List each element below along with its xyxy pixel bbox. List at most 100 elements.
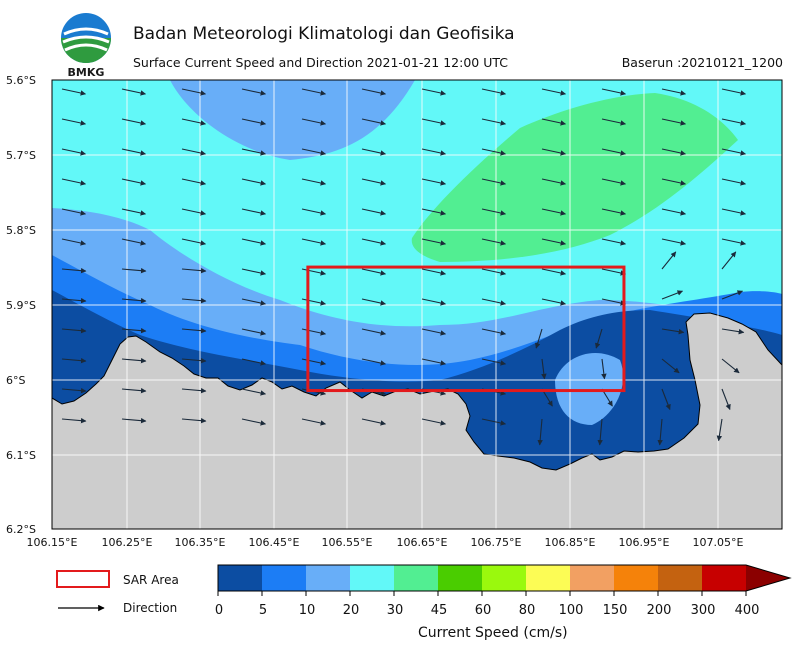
current-vector-arrow — [181, 267, 207, 274]
x-tick: 106.95°E — [618, 536, 670, 549]
current-vector-arrow — [481, 208, 507, 216]
current-vector-arrow — [61, 417, 87, 424]
current-vector-arrow — [661, 328, 685, 335]
current-vector-arrow — [601, 88, 627, 96]
current-vector-arrow — [301, 178, 327, 186]
x-tick: 106.25°E — [101, 536, 153, 549]
current-vector-arrow — [121, 327, 147, 334]
x-tick: 106.55°E — [321, 536, 373, 549]
current-vector-arrow — [541, 268, 567, 276]
current-vector-arrow — [301, 118, 327, 126]
current-vector-arrow — [181, 357, 207, 364]
speed-band-30-45 — [411, 93, 738, 262]
current-vector-arrow — [301, 238, 327, 246]
map-grid — [52, 80, 782, 529]
current-arrows — [61, 88, 747, 446]
colorbar-label: 200 — [646, 603, 672, 618]
current-vector-arrow — [601, 358, 607, 380]
current-vector-arrow — [361, 358, 387, 366]
direction-legend-label: Direction — [123, 601, 178, 615]
current-vector-arrow — [361, 178, 387, 186]
colorbar-label: 400 — [734, 603, 760, 618]
current-vector-arrow — [121, 208, 147, 216]
colorbar-label: 300 — [690, 603, 716, 618]
current-vector-arrow — [121, 148, 147, 156]
y-tick: 5.7°S — [6, 149, 36, 162]
current-vector-arrow — [241, 118, 267, 126]
current-vector-arrow — [61, 267, 87, 274]
current-vector-arrow — [241, 88, 267, 96]
current-vector-arrow — [61, 148, 87, 156]
current-vector-arrow — [721, 88, 747, 96]
current-vector-arrow — [661, 178, 687, 186]
current-vector-arrow — [601, 118, 627, 126]
current-vector-arrow — [241, 328, 267, 336]
current-vector-arrow — [61, 118, 87, 126]
current-vector-arrow — [181, 417, 207, 424]
current-vector-arrow — [541, 178, 567, 186]
y-tick: 5.6°S — [6, 74, 36, 87]
current-vector-arrow — [61, 238, 87, 246]
current-vector-arrow — [301, 418, 327, 426]
current-vector-arrow — [661, 251, 677, 270]
y-tick: 6.2°S — [6, 523, 36, 536]
current-vector-arrow — [535, 328, 543, 349]
colorbar-segment — [350, 565, 394, 591]
x-tick: 106.45°E — [248, 536, 300, 549]
colorbar-label: 10 — [298, 603, 316, 618]
current-vector-arrow — [421, 358, 447, 366]
current-vector-arrow — [541, 118, 567, 126]
current-vector-arrow — [721, 238, 747, 246]
current-vector-arrow — [301, 88, 327, 96]
current-vector-arrow — [181, 178, 207, 186]
sar-area-box — [306, 265, 626, 393]
current-vector-arrow — [121, 387, 147, 394]
current-vector-arrow — [121, 267, 147, 274]
current-vector-arrow — [61, 88, 87, 96]
current-vector-arrow — [361, 268, 387, 276]
x-tick: 106.15°E — [26, 536, 78, 549]
current-vector-arrow — [421, 118, 447, 126]
current-vector-arrow — [181, 297, 207, 304]
x-tick: 106.75°E — [470, 536, 522, 549]
current-vector-arrow — [541, 88, 567, 96]
current-vector-arrow — [361, 238, 387, 246]
current-vector-arrow — [716, 418, 723, 442]
current-vector-arrow — [541, 148, 567, 156]
current-vector-arrow — [481, 178, 507, 186]
current-vector-arrow — [721, 358, 740, 374]
current-vector-arrow — [361, 298, 387, 306]
speed-eddy — [555, 352, 624, 425]
colorbar-title: Current Speed (cm/s) — [418, 625, 568, 641]
current-vector-arrow — [421, 238, 447, 246]
svg-text:BMKG: BMKG — [68, 66, 105, 78]
current-vector-arrow — [301, 268, 327, 276]
current-vector-arrow — [601, 208, 627, 216]
bmkg-logo: BMKG — [61, 13, 111, 78]
current-vector-arrow — [661, 358, 680, 374]
colorbar-label: 45 — [430, 603, 448, 618]
colorbar-label: 0 — [214, 603, 224, 618]
org-title: Badan Meteorologi Klimatologi dan Geofis… — [133, 24, 515, 44]
current-vector-arrow — [541, 238, 567, 246]
current-vector-arrow — [421, 178, 447, 186]
x-tick: 106.85°E — [544, 536, 596, 549]
x-tick: 106.65°E — [396, 536, 448, 549]
current-vector-arrow — [121, 238, 147, 246]
current-vector-arrow — [595, 328, 603, 349]
current-vector-arrow — [241, 148, 267, 156]
current-vector-arrow — [421, 298, 447, 306]
x-tick: 107.05°E — [692, 536, 744, 549]
current-vector-arrow — [661, 88, 687, 96]
current-vector-arrow — [601, 298, 627, 306]
baserun-label: Baserun :20210121_1200 — [621, 55, 783, 70]
current-vector-arrow — [481, 268, 507, 276]
sar-legend-swatch — [56, 570, 110, 588]
current-vector-arrow — [61, 387, 87, 394]
current-vector-arrow — [421, 148, 447, 156]
colorbar-label: 5 — [258, 603, 268, 618]
colorbar-label: 80 — [518, 603, 536, 618]
current-vector-arrow — [601, 148, 627, 156]
current-vector-arrow — [181, 387, 207, 394]
colorbar-segment — [218, 565, 262, 591]
